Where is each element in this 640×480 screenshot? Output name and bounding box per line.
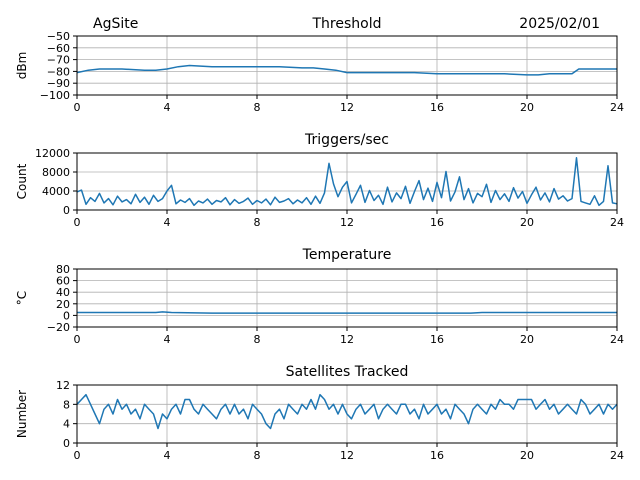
x-tick-label: 8 [254,449,261,462]
x-tick-label: 16 [430,101,444,114]
y-tick-label: −60 [47,42,70,55]
x-tick-label: 12 [340,449,354,462]
panel-1: 0 4 8 12 16 20 24 −100−90−80−70−60−50 Threshold d… [15,16,624,114]
y-tick-label: −80 [47,65,70,78]
x-tick-label: 16 [430,333,444,346]
x-tick-label: 0 [74,449,81,462]
x-tick-label: 4 [164,101,171,114]
x-tick-label: 24 [610,216,624,229]
y-axis-title: Number [15,390,29,438]
y-tick-label: 8000 [42,166,70,179]
x-tick-label: 4 [164,449,171,462]
y-tick-label: 0 [63,437,70,450]
x-tick-label: 12 [340,101,354,114]
site-label: AgSite [93,16,138,32]
y-tick-label: 40 [56,286,70,299]
x-tick-label: 12 [340,216,354,229]
x-tick-label: 8 [254,216,261,229]
series-line [77,311,617,314]
chart-title: Threshold [312,16,382,32]
y-tick-label: 80 [56,263,70,276]
x-tick-label: 0 [74,216,81,229]
y-tick-label: 20 [56,298,70,311]
y-axis-title: °C [15,291,29,305]
y-tick-label: 8 [63,398,70,411]
y-tick-label: −70 [47,54,70,67]
y-tick-label: 60 [56,275,70,288]
y-axis-title: Count [15,163,29,199]
y-tick-label: 4 [63,418,70,431]
panel-2: 0 4 8 12 16 20 24 0 4000 8000 12000 Triggers/sec Cou… [15,132,624,229]
x-tick-label: 0 [74,333,81,346]
y-tick-label: −50 [47,30,70,43]
chart-title: Temperature [302,247,392,263]
series-line [76,157,618,207]
x-tick-label: 12 [340,333,354,346]
x-tick-label: 16 [430,216,444,229]
series-line [76,393,618,430]
x-tick-label: 24 [610,333,624,346]
y-tick-label: 0 [63,204,70,217]
x-tick-label: 20 [520,333,534,346]
y-tick-label: 12 [56,379,70,392]
x-tick-label: 20 [520,449,534,462]
y-tick-label: −90 [47,77,70,90]
y-tick-label: 4000 [42,185,70,198]
y-tick-label: −100 [40,89,70,102]
y-axis-title: dBm [15,52,29,80]
panels: 0 4 8 12 16 20 24 −100−90−80−70−60−50 Threshold d… [15,16,624,462]
chart-title: Satellites Tracked [286,364,409,380]
x-tick-label: 4 [164,333,171,346]
x-tick-label: 20 [520,101,534,114]
x-tick-label: 20 [520,216,534,229]
x-tick-label: 4 [164,216,171,229]
y-tick-label: −20 [47,321,70,334]
x-tick-label: 0 [74,101,81,114]
y-tick-label: 0 [63,309,70,322]
series-line [76,64,617,76]
x-tick-label: 24 [610,101,624,114]
x-tick-label: 8 [254,333,261,346]
y-tick-label: 12000 [35,147,70,160]
x-tick-label: 16 [430,449,444,462]
x-tick-label: 24 [610,449,624,462]
date-label: 2025/02/01 [519,16,600,32]
x-tick-label: 8 [254,101,261,114]
chart-title: Triggers/sec [304,132,389,148]
panel-4: 0 4 8 12 16 20 24 0 4 8 12 Satellites Tracked Number [15,364,624,462]
